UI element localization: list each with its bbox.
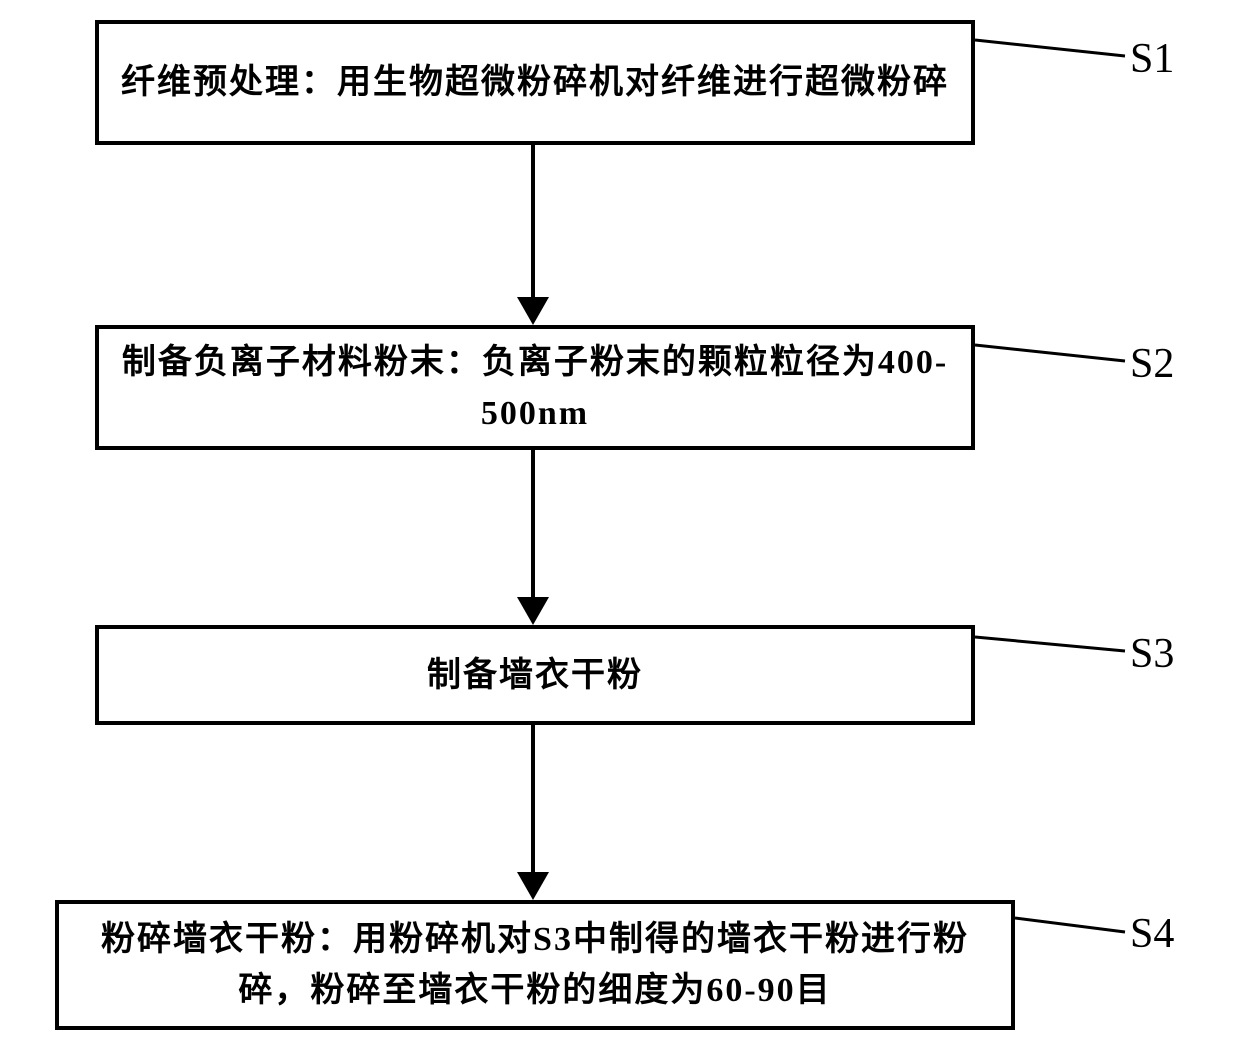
connector-line-s2	[975, 343, 1130, 368]
step-box-s4: 粉碎墙衣干粉：用粉碎机对S3中制得的墙衣干粉进行粉碎，粉碎至墙衣干粉的细度为60…	[55, 900, 1015, 1030]
step-text-s3: 制备墙衣干粉	[427, 650, 643, 701]
arrow-s3-s4	[531, 725, 535, 872]
step-label-s3: S3	[1130, 630, 1174, 678]
arrow-head-s3-s4	[517, 872, 549, 900]
arrow-s1-s2	[531, 145, 535, 297]
step-text-s1: 纤维预处理：用生物超微粉碎机对纤维进行超微粉碎	[121, 57, 949, 108]
step-label-s2: S2	[1130, 340, 1174, 388]
step-text-s2: 制备负离子材料粉末：负离子粉末的颗粒粒径为400-500nm	[119, 337, 951, 439]
arrow-s2-s3	[531, 450, 535, 597]
step-text-s4: 粉碎墙衣干粉：用粉碎机对S3中制得的墙衣干粉进行粉碎，粉碎至墙衣干粉的细度为60…	[79, 914, 991, 1016]
connector-line-s1	[975, 38, 1130, 63]
step-box-s2: 制备负离子材料粉末：负离子粉末的颗粒粒径为400-500nm	[95, 325, 975, 450]
step-label-s4: S4	[1130, 910, 1174, 958]
connector-line-s4	[1015, 916, 1130, 941]
step-box-s3: 制备墙衣干粉	[95, 625, 975, 725]
connector-line-s3	[975, 635, 1130, 660]
step-box-s1: 纤维预处理：用生物超微粉碎机对纤维进行超微粉碎	[95, 20, 975, 145]
step-label-s1: S1	[1130, 35, 1174, 83]
arrow-head-s2-s3	[517, 597, 549, 625]
arrow-head-s1-s2	[517, 297, 549, 325]
flowchart-container: 纤维预处理：用生物超微粉碎机对纤维进行超微粉碎 S1 制备负离子材料粉末：负离子…	[0, 0, 1240, 1051]
